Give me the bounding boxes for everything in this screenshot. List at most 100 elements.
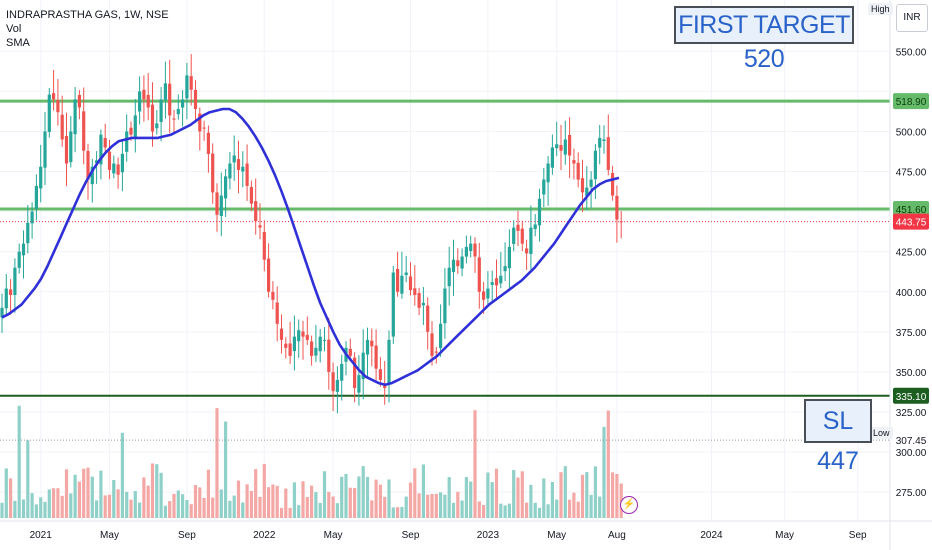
candle-body xyxy=(211,153,215,193)
candle-body xyxy=(198,113,202,132)
candle-body xyxy=(417,292,421,308)
candle-body xyxy=(490,282,494,285)
volume-bar xyxy=(525,502,529,518)
candle-body xyxy=(486,288,490,299)
candles xyxy=(0,54,623,414)
volume-bar xyxy=(335,503,339,518)
volume-bar xyxy=(353,488,357,518)
candle-body xyxy=(176,109,180,115)
volume-bar xyxy=(271,484,275,518)
candle-body xyxy=(56,99,60,113)
candle-body xyxy=(163,83,167,100)
currency-button[interactable]: INR xyxy=(896,4,928,32)
volume-bar xyxy=(580,474,585,518)
candle-body xyxy=(391,272,395,337)
volume-bar xyxy=(374,479,378,518)
volume-bar xyxy=(370,500,374,518)
candle-body xyxy=(52,93,56,100)
candle-body xyxy=(550,147,554,168)
candle-body xyxy=(241,166,245,172)
candle-body xyxy=(494,278,499,286)
x-tick-label: Sep xyxy=(402,530,420,541)
volume-bar xyxy=(426,494,430,518)
stop-loss-annotation[interactable]: SL 447 xyxy=(804,399,872,475)
candle-body xyxy=(593,150,597,180)
candle-body xyxy=(77,95,81,108)
symbol-label: INDRAPRASTHA GAS, 1W, NSE xyxy=(6,9,169,21)
volume-bar xyxy=(503,505,507,518)
candle-body xyxy=(335,379,339,392)
candle-body xyxy=(525,248,529,254)
volume-bar xyxy=(348,487,352,518)
candle-body xyxy=(30,211,34,224)
grid xyxy=(0,0,890,521)
volume-bar xyxy=(232,495,236,518)
y-tick-label: 275.00 xyxy=(896,488,927,499)
volume-bar xyxy=(21,499,26,518)
volume-bar xyxy=(17,405,21,518)
volume-bar xyxy=(451,502,456,518)
volume-bar xyxy=(224,421,228,518)
y-tick-label: 475.00 xyxy=(896,168,927,179)
candle-body xyxy=(589,179,593,187)
candle-body xyxy=(507,246,511,269)
candle-body xyxy=(90,166,94,185)
volume-bar xyxy=(56,488,60,518)
candle-body xyxy=(228,163,232,179)
candle-body xyxy=(456,260,460,267)
candle-body xyxy=(499,275,503,284)
volume-bar xyxy=(189,504,193,518)
candle-body xyxy=(482,291,486,300)
volume-bar xyxy=(30,493,34,518)
x-tick-label: 2022 xyxy=(253,530,276,541)
lightning-icon[interactable]: ⚡ xyxy=(620,496,638,514)
sma-path xyxy=(1,107,620,386)
candle-body xyxy=(404,272,408,276)
candle-body xyxy=(34,185,38,209)
x-tick-label: 2021 xyxy=(30,530,53,541)
volume-bar xyxy=(73,474,77,518)
y-tick-label: 425.00 xyxy=(896,248,927,259)
x-tick-label: Aug xyxy=(608,530,626,541)
volume-bar xyxy=(198,487,202,518)
volume-bar xyxy=(494,468,499,518)
y-tick-label: 400.00 xyxy=(896,288,927,299)
volume-bar xyxy=(69,493,73,518)
candle-body xyxy=(129,127,133,135)
candle-body xyxy=(413,288,417,295)
candle-body xyxy=(572,160,576,164)
candle-body xyxy=(9,289,13,295)
volume-bar xyxy=(310,485,314,518)
volume-bar xyxy=(150,463,155,518)
candle-body xyxy=(17,251,21,268)
level-label: 335.10 xyxy=(896,392,927,403)
volume-bar xyxy=(292,482,296,518)
volume-bar xyxy=(606,410,610,518)
volume-bar xyxy=(249,491,253,518)
volume-bar xyxy=(168,501,172,518)
sma-line xyxy=(1,107,620,386)
candle-body xyxy=(361,352,365,380)
volume-bar xyxy=(378,484,382,518)
candle-body xyxy=(142,89,146,100)
candle-body xyxy=(430,333,434,356)
volume-bars xyxy=(0,405,623,518)
candle-body xyxy=(258,225,262,228)
candle-body xyxy=(150,104,155,132)
target-annotation[interactable]: FIRST TARGET 520 xyxy=(674,6,854,73)
volume-bar xyxy=(396,507,400,518)
candle-body xyxy=(232,155,236,163)
volume-bar xyxy=(262,464,266,518)
candle-body xyxy=(598,137,602,148)
volume-bar xyxy=(482,505,486,518)
candle-body xyxy=(275,302,279,324)
volume-bar xyxy=(43,501,47,518)
volume-bar xyxy=(219,489,223,518)
candle-body xyxy=(387,339,391,384)
volume-bar xyxy=(26,440,30,518)
volume-bar xyxy=(421,464,425,518)
volume-bar xyxy=(516,477,520,518)
volume-bar xyxy=(228,500,232,518)
volume-bar xyxy=(133,491,137,518)
